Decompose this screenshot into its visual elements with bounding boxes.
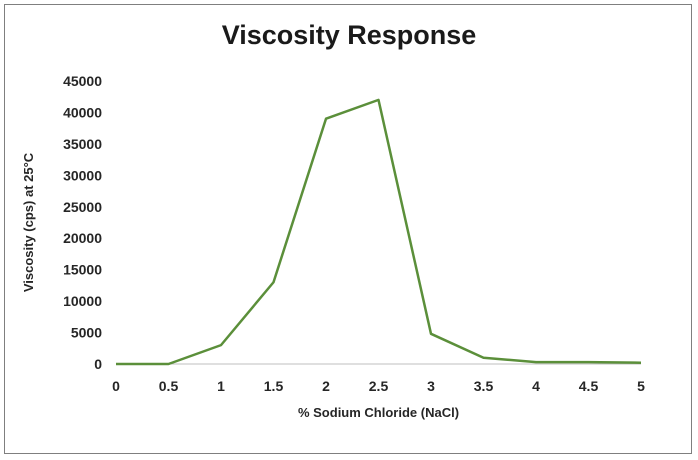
x-tick-label: 0 <box>112 378 120 394</box>
chart-frame <box>4 4 692 454</box>
x-tick-label: 5 <box>637 378 645 394</box>
x-tick-label: 1.5 <box>264 378 284 394</box>
x-tick-label: 4.5 <box>579 378 599 394</box>
y-tick-label: 25000 <box>63 199 102 215</box>
series-layer <box>116 98 642 366</box>
x-tick-label: 2 <box>322 378 330 394</box>
x-tick-label: 0.5 <box>159 378 179 394</box>
series-line <box>116 98 642 366</box>
x-tick-label: 2.5 <box>369 378 389 394</box>
y-tick-label: 5000 <box>71 325 102 341</box>
y-tick-label: 30000 <box>63 167 102 183</box>
x-tick-label: 3.5 <box>474 378 494 394</box>
x-tick-label: 4 <box>532 378 540 394</box>
y-axis-ticks: 0 5000 10000 15000 20000 25000 30000 35000 40000… <box>63 73 102 372</box>
y-tick-label: 15000 <box>63 262 102 278</box>
y-axis-title: Viscosity (cps) at 25°C <box>21 152 36 292</box>
y-tick-label: 20000 <box>63 230 102 246</box>
x-tick-label: 1 <box>217 378 225 394</box>
x-tick-label: 3 <box>427 378 435 394</box>
y-tick-label: 40000 <box>63 104 102 120</box>
chart-title: Viscosity Response <box>221 20 477 50</box>
x-axis-ticks: 0 0.5 1 1.5 2 2.5 3 3.5 4 4.5 5 <box>112 378 645 394</box>
y-tick-label: 45000 <box>63 73 102 89</box>
y-tick-label: 35000 <box>63 136 102 152</box>
y-tick-label: 0 <box>94 356 102 372</box>
y-tick-label: 10000 <box>63 293 102 309</box>
x-axis-title: % Sodium Chloride (NaCl) <box>298 405 459 420</box>
